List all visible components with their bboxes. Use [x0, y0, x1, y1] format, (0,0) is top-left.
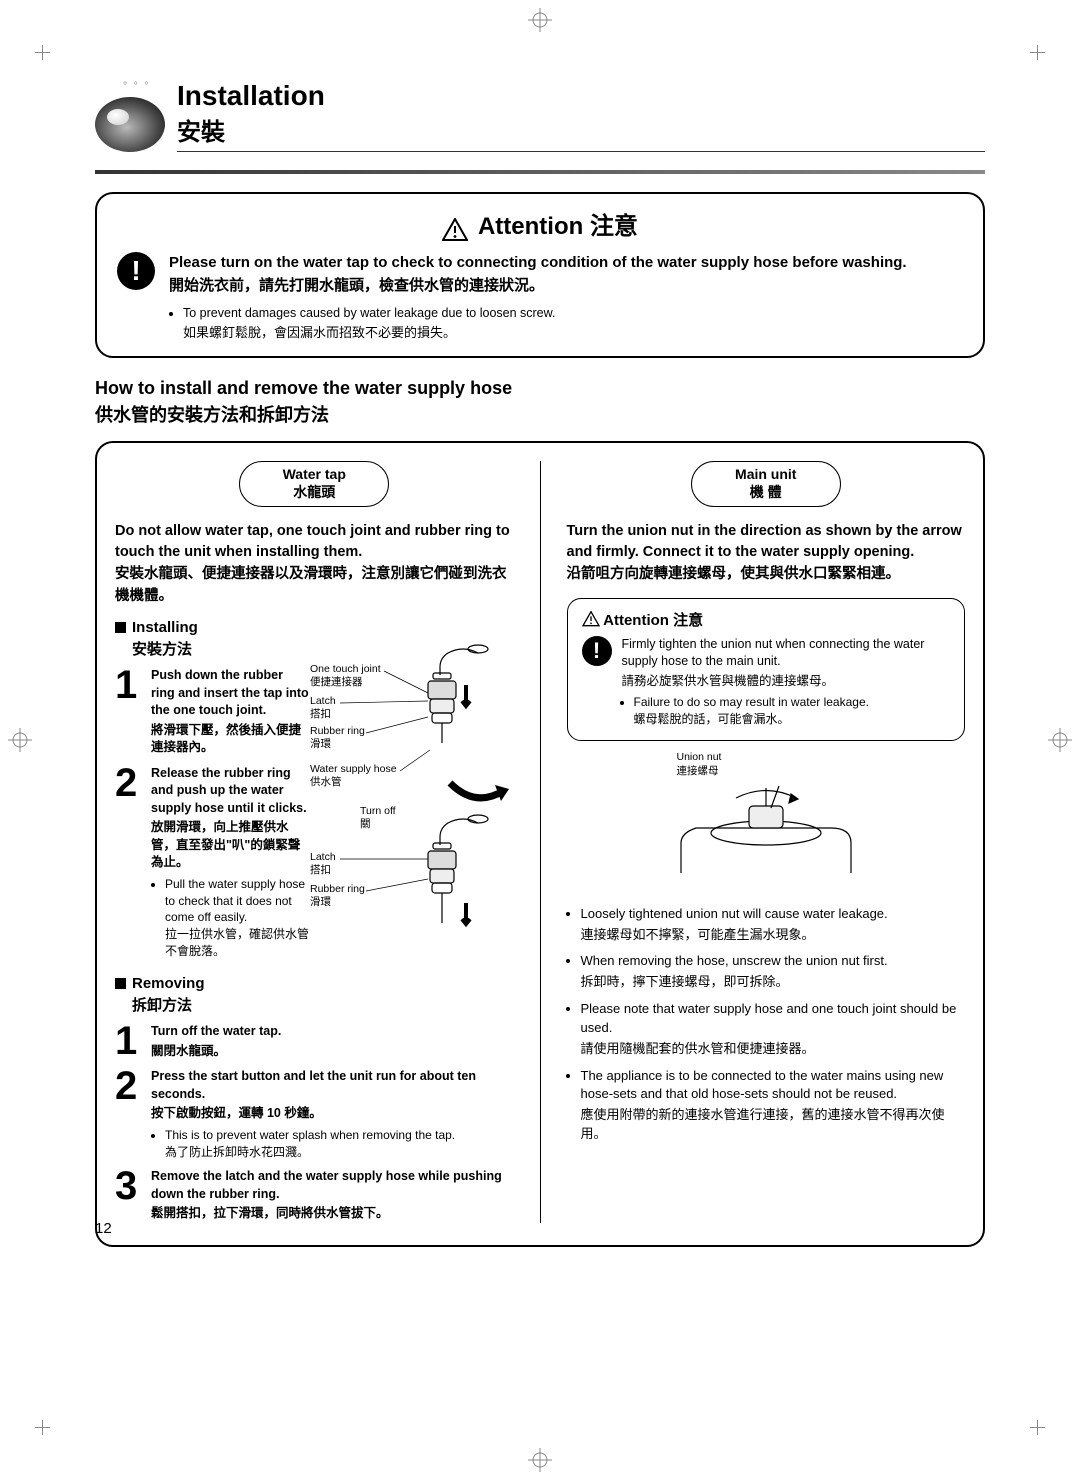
step-number: 2 [115, 765, 143, 960]
remove-step-2: 2 Press the start button and let the uni… [115, 1068, 514, 1160]
bubble-icon: ° ° ° [95, 97, 165, 152]
registration-mark [528, 1448, 552, 1472]
attn-bullet: Failure to do so may result in water lea… [634, 694, 951, 728]
left-lead-en: Do not allow water tap, one touch joint … [115, 521, 514, 562]
install-step-2: 2 Release the rubber ring and push up th… [115, 765, 310, 960]
attention-label: Attention 注意 [478, 213, 638, 240]
right-lead-zh: 沿箭咀方向旋轉連接螺母，使其與供水口緊緊相連。 [567, 564, 966, 586]
remove-step-1: 1 Turn off the water tap. 關閉水龍頭。 [115, 1023, 514, 1060]
attention-bullet: To prevent damages caused by water leaka… [183, 304, 963, 343]
turnoff-arrow-icon [445, 773, 515, 813]
note-item: When removing the hose, unscrew the unio… [581, 952, 966, 992]
inner-attention-box: Attention 注意 ! Firmly tighten the union … [567, 598, 966, 741]
exclamation-circle-icon: ! [117, 252, 155, 290]
notes-list: Loosely tightened union nut will cause w… [567, 905, 966, 1144]
warning-triangle-icon [582, 611, 600, 627]
attention-text-zh: 開始洗衣前，請先打開水龍頭，檢查供水管的連接狀況。 [169, 275, 963, 298]
step-bullet: Pull the water supply hose to check that… [165, 876, 310, 960]
note-item: Please note that water supply hose and o… [581, 1000, 966, 1059]
column-divider [540, 461, 541, 1223]
page-header: ° ° ° Installation 安裝 [95, 80, 985, 152]
instruction-box: Water tap 水龍頭 Do not allow water tap, on… [95, 441, 985, 1247]
step-number: 3 [115, 1168, 143, 1223]
title-block: Installation 安裝 [177, 80, 985, 152]
install-step-1: 1 Push down the rubber ring and insert t… [115, 667, 310, 757]
step-number: 1 [115, 667, 143, 757]
title-rule [95, 170, 985, 174]
left-column: Water tap 水龍頭 Do not allow water tap, on… [115, 461, 514, 1223]
right-lead-en: Turn the union nut in the direction as s… [567, 521, 966, 562]
step-number: 2 [115, 1068, 143, 1160]
union-nut-illustration [651, 778, 881, 888]
title-zh: 安裝 [177, 112, 985, 147]
water-tap-pill: Water tap 水龍頭 [239, 461, 389, 507]
right-column: Main unit 機 體 Turn the union nut in the … [567, 461, 966, 1223]
installing-heading: Installing [115, 619, 514, 636]
main-unit-pill: Main unit 機 體 [691, 461, 841, 507]
note-item: Loosely tightened union nut will cause w… [581, 905, 966, 945]
tap-diagram: One touch joint便捷連接器 Latch搭扣 Rubber ring… [310, 653, 514, 963]
section-heading: How to install and remove the water supp… [95, 378, 985, 427]
leader-lines [310, 653, 430, 953]
remove-step-3: 3 Remove the latch and the water supply … [115, 1168, 514, 1223]
page-number: 12 [95, 1220, 112, 1237]
left-lead-zh: 安裝水龍頭、便捷連接器以及滑環時，注意別讓它們碰到洗衣機機體。 [115, 564, 514, 608]
title-en: Installation [177, 80, 985, 112]
warning-triangle-icon [442, 218, 468, 242]
exclamation-circle-icon: ! [582, 636, 612, 666]
step-number: 1 [115, 1023, 143, 1060]
step-bullet: This is to prevent water splash when rem… [165, 1127, 514, 1161]
removing-heading: Removing [115, 975, 514, 992]
attention-text-en: Please turn on the water tap to check to… [169, 252, 963, 273]
union-nut-diagram: Union nut 連接螺母 [567, 751, 966, 891]
note-item: The appliance is to be connected to the … [581, 1067, 966, 1144]
attention-box: Attention 注意 ! Please turn on the water … [95, 192, 985, 358]
